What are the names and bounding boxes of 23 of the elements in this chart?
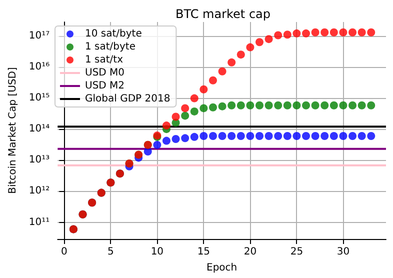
legend-label: 1 sat/tx — [85, 54, 124, 66]
y-tick-label: 10¹³ — [28, 154, 50, 166]
x-tick-label: 0 — [60, 246, 68, 258]
legend-label: USD M0 — [85, 68, 125, 78]
legend-label: 1 sat/byte — [85, 42, 136, 52]
x-tick-label: 20 — [244, 246, 257, 258]
x-tick-label: 25 — [290, 246, 304, 258]
y-tick-label: 10¹⁴ — [28, 124, 50, 135]
x-axis-title: Epoch — [206, 262, 238, 274]
y-tick-label: 10¹⁵ — [28, 92, 50, 104]
x-tick-label: 10 — [150, 246, 164, 258]
chart-title: BTC market cap — [175, 7, 271, 21]
y-tick-label: 10¹² — [28, 186, 50, 197]
x-tick-label: 30 — [336, 246, 350, 258]
x-tick-label: 5 — [107, 246, 114, 258]
x-tick-label: 15 — [197, 246, 210, 258]
y-tick-label: 10¹⁶ — [28, 61, 50, 72]
legend-label: Global GDP 2018 — [85, 94, 170, 104]
y-tick-label: 10¹¹ — [28, 216, 50, 228]
legend-label: 10 sat/byte — [85, 28, 142, 40]
y-axis-title: Bitcoin Market Cap [USD] — [8, 66, 18, 194]
legend-label: USD M2 — [85, 80, 125, 92]
y-tick-label: 10¹⁷ — [28, 30, 50, 42]
